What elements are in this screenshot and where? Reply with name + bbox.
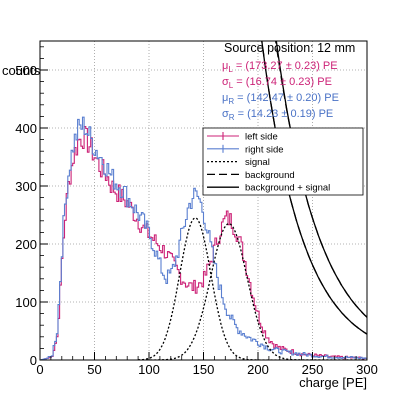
- legend-label: background: [245, 170, 295, 181]
- annotation-line: μR = (142.47 ± 0.20) PE: [222, 92, 339, 106]
- legend-item: right side: [207, 144, 284, 155]
- total-fit-curve: [261, 41, 367, 335]
- legend-label: left side: [245, 132, 278, 143]
- y-tick-label: 500: [15, 63, 37, 78]
- x-tick-label: 150: [193, 362, 215, 377]
- legend-label: background + signal: [245, 183, 330, 194]
- x-axis-title: charge [PE]: [299, 375, 367, 390]
- legend-item: signal: [207, 157, 270, 168]
- annotation-symbol: μ: [222, 60, 228, 72]
- annotation-title: Source position: 12 mm: [224, 41, 355, 55]
- y-axis-title: counts: [2, 63, 41, 78]
- annotation-line: σR = (14.23 ± 0.19) PE: [222, 108, 333, 122]
- annotation-line: σL = (16.74 ± 0.23) PE: [222, 76, 332, 90]
- annotation-value: = (14.23 ± 0.19) PE: [235, 108, 334, 120]
- legend-label: right side: [245, 144, 284, 155]
- y-tick-label: 0: [30, 353, 37, 368]
- y-tick-label: 300: [15, 179, 37, 194]
- annotation-value: = (16.74 ± 0.23) PE: [233, 76, 332, 88]
- fit-annotations: Source position: 12 mm μL = (173.27 ± 0.…: [222, 41, 355, 122]
- x-tick-label: 300: [356, 362, 378, 377]
- legend-item: background + signal: [207, 183, 330, 194]
- annotation-subscript: L: [228, 65, 233, 74]
- legend-box: [202, 127, 364, 196]
- annotation-subscript: L: [229, 81, 234, 90]
- y-tick-label: 200: [15, 237, 37, 252]
- x-tick-label: 100: [138, 362, 160, 377]
- x-tick-label: 0: [36, 362, 43, 377]
- y-tick-label: 100: [15, 295, 37, 310]
- x-tick-label: 50: [87, 362, 101, 377]
- annotation-subscript: R: [228, 97, 234, 106]
- total-fit-curve: [275, 41, 367, 318]
- axis-tick-labels: 0 50 100 150 200 250 300 0 100 200 300 400 500: [15, 63, 378, 377]
- grid: [40, 41, 367, 360]
- annotation-line: μL = (173.27 ± 0.23) PE: [222, 60, 338, 74]
- annotation-subscript: R: [229, 113, 235, 122]
- signal-curve: [138, 217, 367, 360]
- annotation-value: = (173.27 ± 0.23) PE: [233, 60, 338, 72]
- x-tick-label: 250: [302, 362, 324, 377]
- legend-item: background: [207, 170, 295, 181]
- annotation-value: = (142.47 ± 0.20) PE: [234, 92, 339, 104]
- annotation-symbol: σ: [222, 108, 229, 120]
- axis-ticks: [39, 46, 368, 361]
- x-tick-label: 200: [247, 362, 269, 377]
- annotation-symbol: μ: [222, 92, 228, 104]
- y-tick-label: 400: [15, 121, 37, 136]
- annotation-symbol: σ: [222, 76, 229, 88]
- legend-item: left side: [207, 132, 278, 143]
- signal-curve: [138, 223, 367, 360]
- legend-label: signal: [245, 157, 270, 168]
